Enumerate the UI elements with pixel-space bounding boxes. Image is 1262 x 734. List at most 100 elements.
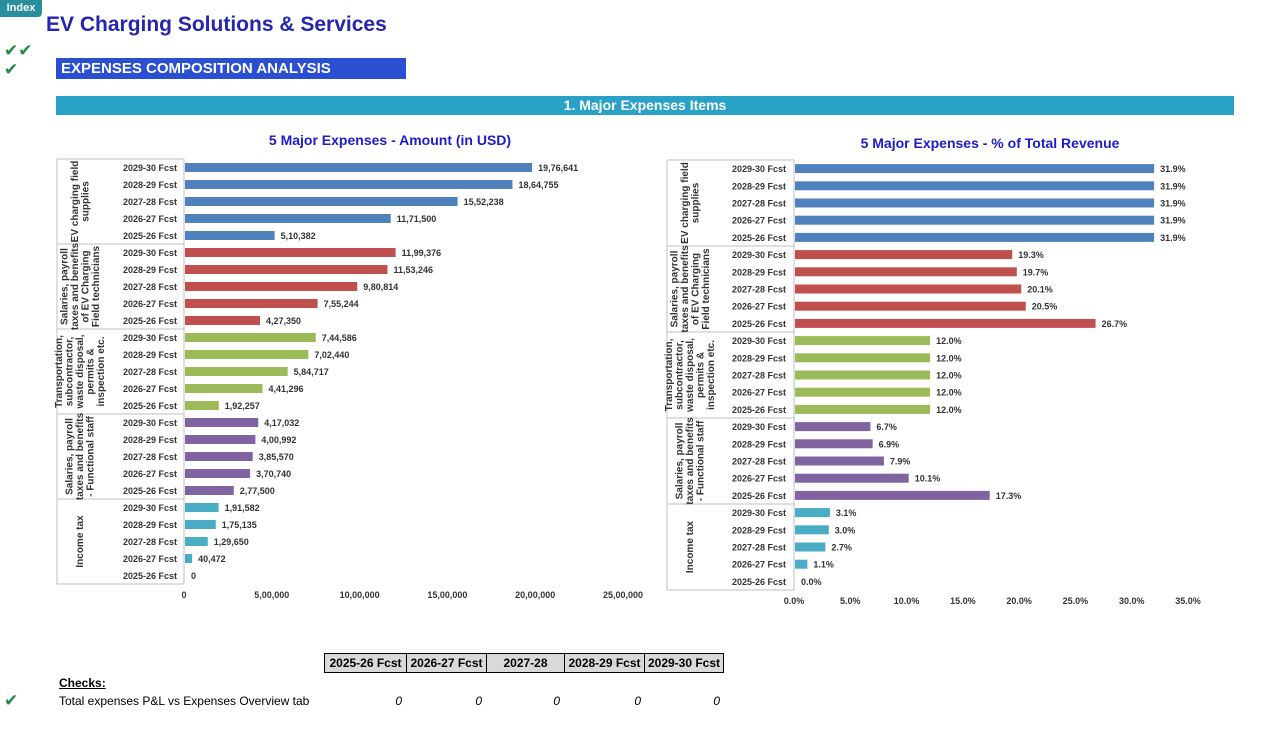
data-label: 1,91,582 xyxy=(225,503,260,513)
category-tick-label: 2029-30 Fcst xyxy=(123,333,177,343)
x-tick-label: 20,00,000 xyxy=(515,590,555,600)
bar xyxy=(185,452,253,461)
data-label: 1,29,650 xyxy=(214,537,249,547)
chart-title-amount: 5 Major Expenses - Amount (in USD) xyxy=(268,132,512,148)
category-tick-label: 2025-26 Fcst xyxy=(123,231,177,241)
category-tick-label: 2028-29 Fcst xyxy=(123,180,177,190)
bar xyxy=(185,367,288,376)
bar xyxy=(185,486,234,495)
group-label: Transportation,subcontractor,waste dispo… xyxy=(54,334,107,409)
app-title: EV Charging Solutions & Services xyxy=(46,13,387,36)
index-tab[interactable]: Index xyxy=(0,0,42,17)
category-tick-label: 2025-26 Fcst xyxy=(123,486,177,496)
data-label: 9,80,814 xyxy=(363,282,398,292)
bar xyxy=(185,469,251,478)
group-label: Salaries, payrolltaxes and benefits- Fun… xyxy=(65,412,97,500)
category-tick-label: 2025-26 Fcst xyxy=(123,316,177,326)
check-value: 0 xyxy=(553,694,560,708)
check-value: 0 xyxy=(634,694,641,708)
data-label: 11,99,376 xyxy=(402,248,442,258)
data-label: 2,77,500 xyxy=(240,486,275,496)
data-label: 11,71,500 xyxy=(397,214,437,224)
checks-table: 2025-26 Fcst 2026-27 Fcst 2027-28 2028-2… xyxy=(324,653,724,673)
group-label: Salaries, payrolltaxes and benefitsof EV… xyxy=(59,242,102,330)
data-label: 18,64,755 xyxy=(518,180,558,190)
data-label: 1,75,135 xyxy=(222,520,257,530)
checks-header-cell: 2025-26 Fcst xyxy=(324,653,407,673)
category-tick-label: 2028-29 Fcst xyxy=(123,520,177,530)
bar xyxy=(185,435,256,444)
bar xyxy=(185,197,458,206)
category-tick-label: 2027-28 Fcst xyxy=(123,452,177,462)
checkmark-icon: ✔ xyxy=(4,60,19,79)
category-tick-label: 2026-27 Fcst xyxy=(123,469,177,479)
data-label: 4,00,992 xyxy=(261,435,296,445)
bar xyxy=(185,401,219,410)
data-label: 4,41,296 xyxy=(268,384,303,394)
category-tick-label: 2026-27 Fcst xyxy=(123,384,177,394)
x-tick-label: 0 xyxy=(181,590,186,600)
checks-header-cell: 2026-27 Fcst xyxy=(406,653,487,673)
chart-title-percent: 5 Major Expenses - % of Total Revenue xyxy=(860,135,1120,151)
data-label: 3,70,740 xyxy=(256,469,291,479)
data-label: 7,44,586 xyxy=(322,333,357,343)
data-label: 4,17,032 xyxy=(264,418,299,428)
category-tick-label: 2028-29 Fcst xyxy=(123,350,177,360)
major-expenses-header: 1. Major Expenses Items xyxy=(56,96,1234,115)
bar xyxy=(185,503,219,512)
category-tick-label: 2029-30 Fcst xyxy=(123,503,177,513)
category-tick-label: 2029-30 Fcst xyxy=(123,163,177,173)
check-value: 0 xyxy=(475,694,482,708)
bar xyxy=(185,384,263,393)
category-tick-label: 2026-27 Fcst xyxy=(123,299,177,309)
checks-header-cell: 2029-30 Fcst xyxy=(644,653,724,673)
x-tick-label: 5,00,000 xyxy=(254,590,289,600)
group-label: EV charging fieldsupplies xyxy=(70,161,92,243)
bar xyxy=(185,520,216,529)
data-label: 40,472 xyxy=(198,554,226,564)
bar xyxy=(185,248,396,257)
group-label: Income tax xyxy=(75,515,86,568)
category-tick-label: 2028-29 Fcst xyxy=(123,265,177,275)
x-tick-label: 25,00,000 xyxy=(603,590,643,600)
data-label: 5,10,382 xyxy=(281,231,316,241)
data-label: 15,52,238 xyxy=(464,197,504,207)
data-label: 7,55,244 xyxy=(324,299,359,309)
data-label: 0 xyxy=(191,571,196,581)
category-tick-label: 2029-30 Fcst xyxy=(123,248,177,258)
bar xyxy=(185,231,275,240)
bar xyxy=(185,418,259,427)
bar xyxy=(185,554,193,563)
data-label: 7,02,440 xyxy=(314,350,349,360)
data-label: 4,27,350 xyxy=(266,316,301,326)
bar xyxy=(185,316,261,325)
checks-label: Checks: xyxy=(59,676,106,690)
bar xyxy=(185,214,391,223)
bar xyxy=(185,282,358,291)
check-value: 0 xyxy=(713,694,720,708)
bar xyxy=(185,333,316,342)
bar xyxy=(185,350,309,359)
x-tick-label: 10,00,000 xyxy=(340,590,380,600)
checks-header-cell: 2027-28 xyxy=(486,653,565,673)
category-tick-label: 2027-28 Fcst xyxy=(123,197,177,207)
category-tick-label: 2027-28 Fcst xyxy=(123,367,177,377)
check-value: 0 xyxy=(395,694,402,708)
x-tick-label: 15,00,000 xyxy=(427,590,467,600)
bar xyxy=(185,265,388,274)
section-title: EXPENSES COMPOSITION ANALYSIS xyxy=(56,58,406,79)
checks-header-cell: 2028-29 Fcst xyxy=(564,653,645,673)
data-label: 19,76,641 xyxy=(538,163,578,173)
data-label: 1,92,257 xyxy=(225,401,260,411)
checks-row-label: Total expenses P&L vs Expenses Overview … xyxy=(59,694,310,708)
data-label: 5,84,717 xyxy=(294,367,329,377)
checkmark-double-icon: ✔✔ xyxy=(4,41,33,60)
category-tick-label: 2025-26 Fcst xyxy=(123,401,177,411)
bar xyxy=(185,537,208,546)
category-tick-label: 2027-28 Fcst xyxy=(123,537,177,547)
bar xyxy=(185,180,513,189)
category-tick-label: 2028-29 Fcst xyxy=(123,435,177,445)
data-label: 11,53,246 xyxy=(394,265,434,275)
bar xyxy=(185,163,533,172)
